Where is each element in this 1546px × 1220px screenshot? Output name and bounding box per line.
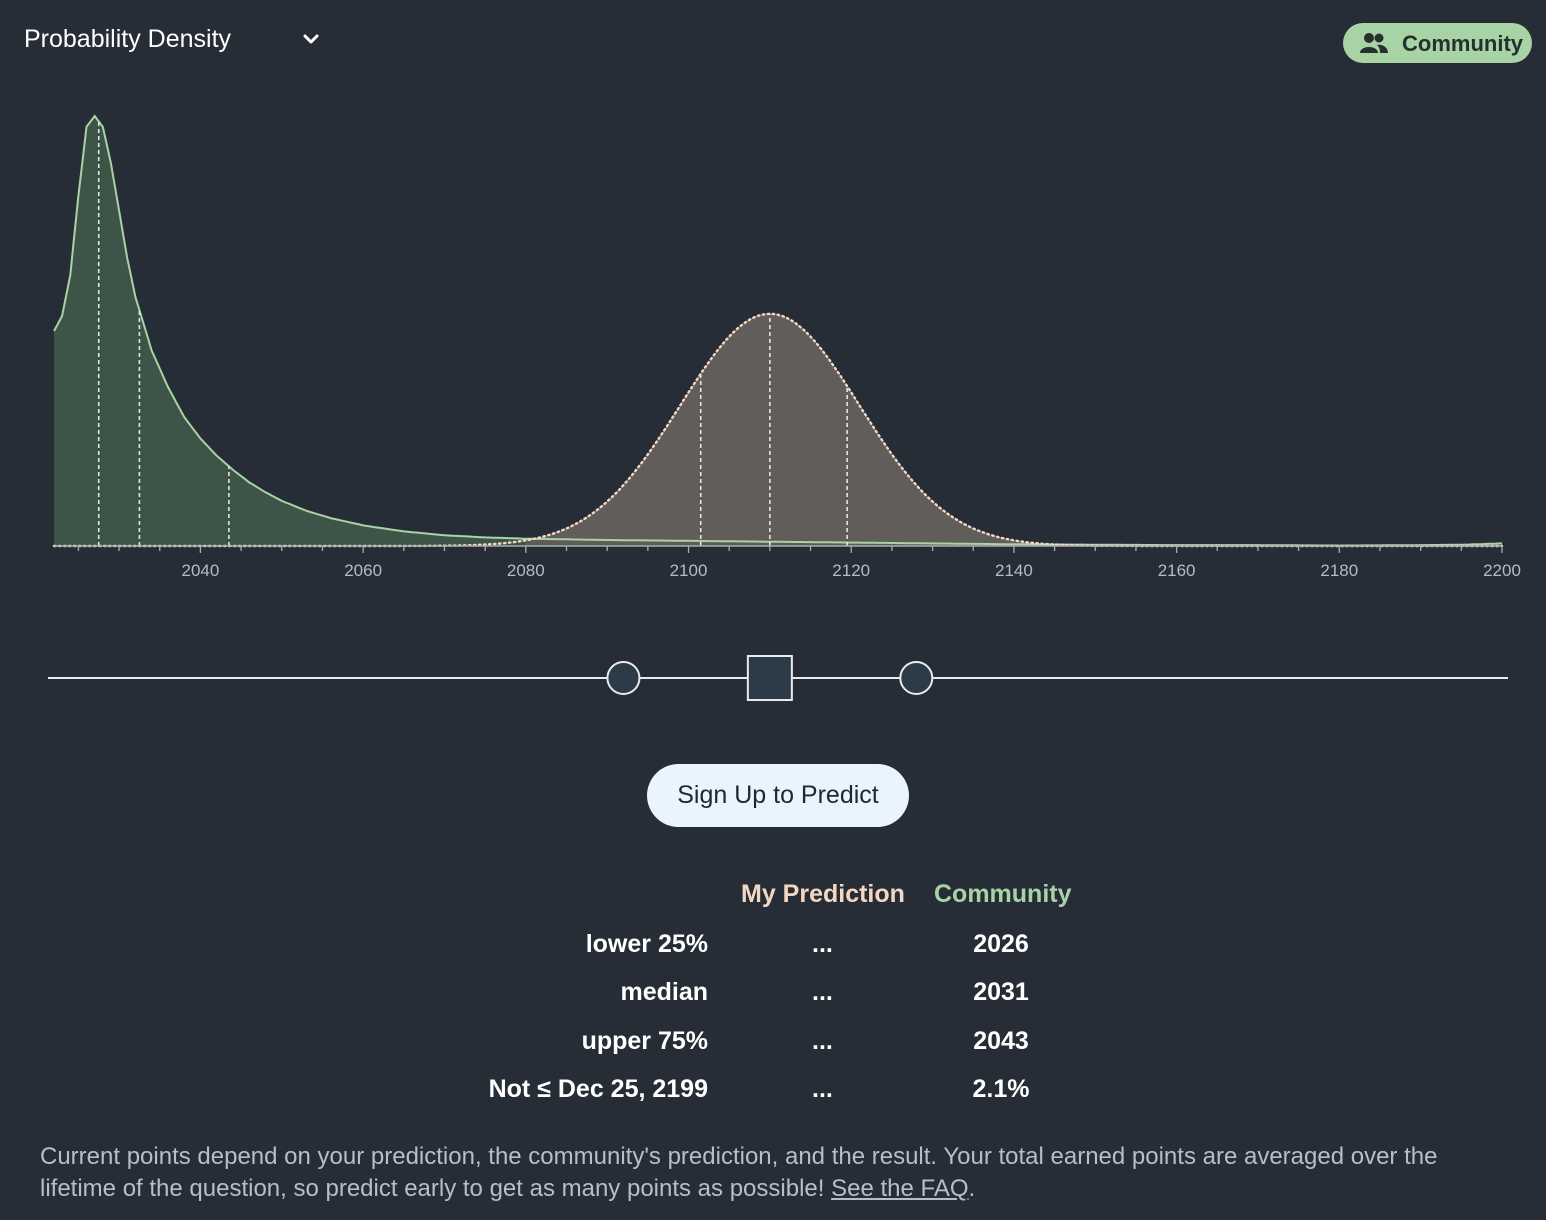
footer-text: Current points depend on your prediction… xyxy=(40,1143,1438,1202)
chart-type-dropdown[interactable]: Probability Density xyxy=(24,20,324,58)
x-tick-label: 2120 xyxy=(832,561,870,580)
table-row: lower 25% ... 2026 xyxy=(0,930,1546,970)
row-label: Not ≤ Dec 25, 2199 xyxy=(488,1075,708,1103)
x-tick-label: 2140 xyxy=(995,561,1033,580)
table-row: median ... 2031 xyxy=(0,978,1546,1018)
sign-up-button[interactable]: Sign Up to Predict xyxy=(647,764,909,827)
prediction-slider[interactable] xyxy=(0,640,1546,720)
community-value: 2043 xyxy=(973,1027,1029,1055)
x-tick-label: 2200 xyxy=(1483,561,1521,580)
probability-density-chart: 2040 2060 2080 2100 2120 2140 2160 2180 2200 xyxy=(52,114,1521,580)
row-label: upper 75% xyxy=(581,1027,708,1055)
x-tick-label: 2180 xyxy=(1320,561,1358,580)
x-tick-label: 2060 xyxy=(344,561,382,580)
community-header: Community xyxy=(934,880,1072,908)
my-prediction-value: ... xyxy=(812,1027,833,1055)
community-value: 2031 xyxy=(973,978,1029,1006)
users-icon xyxy=(1360,33,1388,53)
my-prediction-value: ... xyxy=(812,930,833,958)
x-tick-label: 2040 xyxy=(182,561,220,580)
dropdown-label: Probability Density xyxy=(24,24,232,53)
community-value: 2.1% xyxy=(972,1075,1030,1103)
my-prediction-overlay xyxy=(54,313,1502,546)
x-tick-label: 2080 xyxy=(507,561,545,580)
community-toggle-button[interactable]: Community xyxy=(1343,23,1532,63)
table-row: Not ≤ Dec 25, 2199 ... 2.1% xyxy=(0,1075,1546,1115)
community-toggle-label: Community xyxy=(1402,31,1523,56)
row-label: lower 25% xyxy=(585,930,708,958)
community-area-left xyxy=(54,116,526,546)
x-tick-label: 2160 xyxy=(1158,561,1196,580)
my-prediction-value: ... xyxy=(812,978,833,1006)
chevron-down-icon xyxy=(303,34,319,44)
points-explanation: Current points depend on your prediction… xyxy=(40,1141,1520,1205)
slider-left-handle[interactable] xyxy=(606,661,641,695)
table-row: upper 75% ... 2043 xyxy=(0,1027,1546,1067)
slider-right-handle[interactable] xyxy=(899,661,934,695)
my-prediction-value: ... xyxy=(812,1075,833,1103)
slider-center-handle[interactable] xyxy=(746,655,793,701)
community-value: 2026 xyxy=(973,930,1029,958)
my-prediction-header: My Prediction xyxy=(741,880,905,908)
x-tick-label: 2100 xyxy=(670,561,708,580)
row-label: median xyxy=(620,978,708,1006)
faq-link[interactable]: See the FAQ xyxy=(831,1175,969,1202)
footer-suffix: . xyxy=(968,1175,976,1202)
